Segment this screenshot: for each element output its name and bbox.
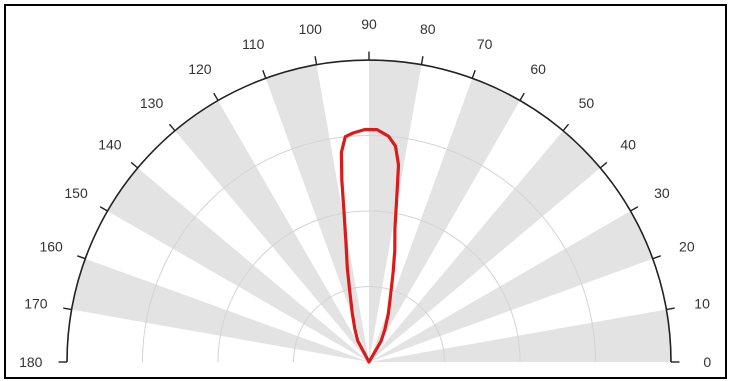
angle-tick-label: 40 bbox=[620, 137, 636, 153]
radial-grid-circle bbox=[142, 135, 596, 363]
angle-tick-label: 100 bbox=[299, 21, 323, 37]
angle-tick-label: 150 bbox=[64, 185, 88, 201]
shaded-sector bbox=[369, 211, 653, 362]
series-line bbox=[339, 127, 401, 364]
angle-tick-mark bbox=[314, 56, 318, 65]
angle-tick-mark bbox=[262, 70, 267, 79]
angle-tick-mark bbox=[213, 92, 219, 101]
angle-tick-mark bbox=[63, 307, 72, 311]
series-layer bbox=[339, 127, 401, 364]
angle-tick-mark bbox=[666, 307, 675, 311]
angle-tick-label: 70 bbox=[477, 36, 493, 52]
angle-tick-label: 10 bbox=[694, 295, 710, 311]
angle-tick-mark bbox=[471, 70, 476, 79]
angle-tick-label: 110 bbox=[242, 36, 265, 52]
angle-tick-mark bbox=[420, 56, 424, 65]
angle-tick-label: 120 bbox=[188, 61, 212, 77]
shaded-sector bbox=[369, 130, 601, 362]
radial-grid bbox=[142, 135, 596, 363]
radial-grid-circle bbox=[217, 210, 521, 363]
angle-tick-label: 0 bbox=[703, 354, 711, 370]
outer-frame bbox=[4, 4, 727, 379]
angle-tick-label: 170 bbox=[24, 295, 48, 311]
angle-tick-mark bbox=[562, 123, 570, 132]
shaded-sector bbox=[107, 167, 369, 362]
angle-tick-label: 30 bbox=[654, 185, 670, 201]
angle-tick-label: 130 bbox=[140, 95, 164, 111]
angle-tick-mark bbox=[77, 255, 86, 260]
angle-tick-label: 160 bbox=[39, 238, 63, 254]
angle-tick-mark bbox=[652, 255, 661, 260]
angle-tick-labels: 0 10 20 30 40 50 60 70 80 90 100 110 120 130 140 150 160… bbox=[19, 16, 711, 370]
shaded-sector bbox=[71, 258, 369, 362]
angle-tick-label: 180 bbox=[19, 354, 43, 370]
angle-tick-label: 50 bbox=[579, 95, 595, 111]
angle-tick-label: 20 bbox=[679, 238, 695, 254]
angle-tick-mark bbox=[630, 206, 639, 212]
angle-tick-mark bbox=[519, 92, 525, 101]
angle-tick-mark bbox=[99, 206, 108, 212]
shaded-sector bbox=[174, 100, 369, 362]
angle-tick-label: 80 bbox=[420, 21, 436, 37]
angle-tick-label: 90 bbox=[361, 16, 377, 32]
angle-tick-label: 140 bbox=[98, 137, 122, 153]
angle-tick-mark bbox=[130, 161, 139, 169]
angle-tick-mark bbox=[599, 161, 608, 169]
shaded-sector bbox=[369, 78, 520, 362]
radial-grid-circle bbox=[293, 286, 445, 363]
shaded-sector bbox=[265, 64, 369, 362]
angle-tick-label: 60 bbox=[530, 61, 546, 77]
angle-tick-mark bbox=[168, 123, 176, 132]
angle-axis bbox=[58, 51, 680, 363]
